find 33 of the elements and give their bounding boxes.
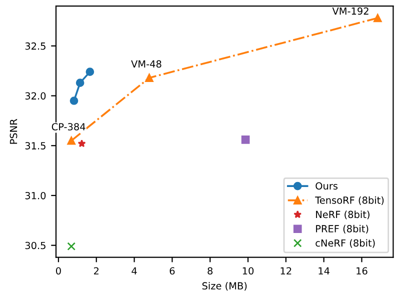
x-axis-title: Size (MB) — [202, 282, 247, 291]
x-tick-label: 10 — [242, 267, 254, 275]
point — [76, 78, 84, 87]
point — [373, 14, 382, 22]
annotation: CP-384 — [52, 123, 86, 130]
annotation: VM-192 — [332, 7, 368, 15]
y-tick-label: 30.5 — [25, 242, 46, 250]
annotation: VM-48 — [131, 60, 162, 68]
y-tick-label: 32.0 — [25, 92, 46, 100]
legend-label: Ours — [316, 182, 338, 190]
legend-label: NeRF (8bit) — [316, 210, 370, 220]
point — [70, 96, 78, 105]
x-tick-label: 6 — [170, 267, 175, 275]
y-tick-label: 31.0 — [25, 192, 46, 200]
x-tick-label: 12 — [280, 267, 292, 274]
x-tick-label: 8 — [208, 267, 213, 275]
x-tick-label: 2 — [94, 267, 98, 274]
x-tick-label: 14 — [318, 267, 330, 274]
y-tick-label: 32.5 — [25, 42, 46, 50]
y-tick-label: 31.5 — [25, 142, 46, 150]
legend-label: TensoRF (8bit) — [315, 196, 384, 206]
point — [145, 74, 154, 82]
legend-label: PREF (8bit) — [316, 224, 368, 234]
point — [241, 135, 250, 144]
point — [67, 136, 76, 145]
point — [67, 242, 76, 251]
point — [86, 68, 94, 76]
x-tick-label: 16 — [356, 267, 368, 275]
x-tick-label: 4 — [132, 267, 137, 274]
legend-label: cNeRF (8bit) — [316, 239, 375, 248]
x-tick-label: 0 — [56, 267, 61, 275]
y-axis-title: PSNR — [10, 118, 18, 144]
point — [78, 139, 86, 148]
